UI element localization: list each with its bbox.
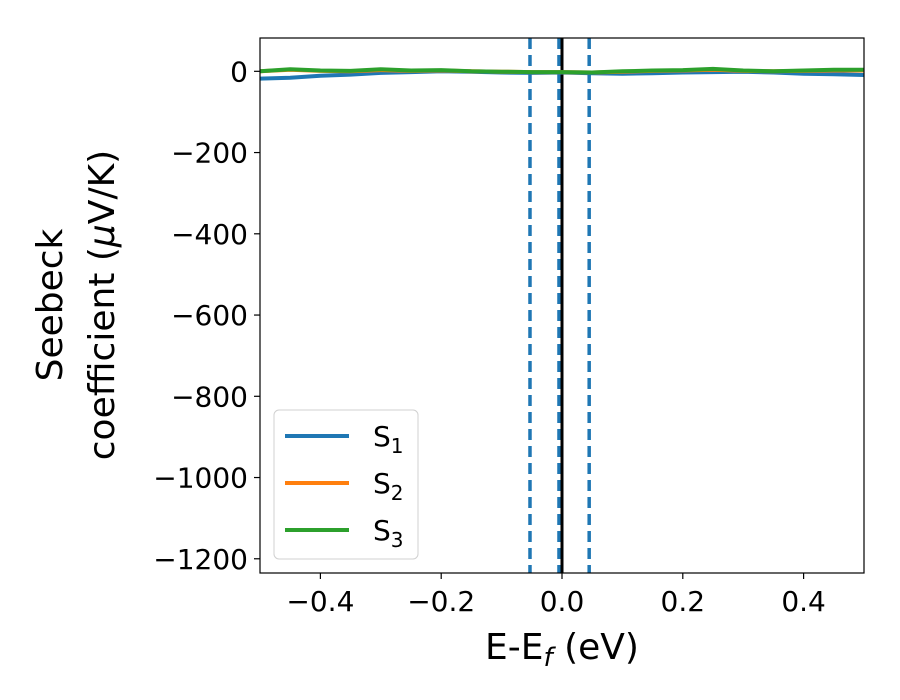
- y-tick-label: 0: [230, 55, 248, 88]
- y-axis-label-line2: coefficient (μV/K): [82, 150, 123, 460]
- y-axis-label-line1: Seebeck: [30, 228, 71, 381]
- vertical-lines: [528, 38, 591, 573]
- x-axis-ticks: −0.4 −0.2 0.0 0.2 0.4: [286, 573, 826, 618]
- x-axis-label: E-Ef (eV): [485, 627, 639, 673]
- y-axis-label-unit: V/K): [82, 150, 123, 224]
- legend-label-s1: S1: [373, 420, 404, 458]
- y-axis-label-mu: μ: [82, 224, 123, 248]
- y-tick-label: −400: [171, 218, 248, 251]
- x-tick-label: 0.4: [781, 585, 826, 618]
- y-tick-label: −600: [171, 299, 248, 332]
- series-line-s3: [259, 66, 864, 75]
- x-axis-label-unit: (eV): [553, 627, 639, 668]
- legend: S1 S2 S3: [273, 409, 419, 560]
- legend-label-s3: S3: [373, 514, 404, 552]
- y-tick-label: −800: [171, 380, 248, 413]
- y-tick-label: −1200: [153, 543, 248, 576]
- y-axis-ticks: 0 −200 −400 −600 −800 −1000 −1200: [153, 55, 260, 576]
- y-tick-label: −1000: [153, 462, 248, 495]
- x-tick-label: −0.4: [286, 585, 354, 618]
- legend-label-s2: S2: [373, 467, 404, 505]
- series-lines: [259, 66, 865, 81]
- x-tick-label: 0.0: [540, 585, 585, 618]
- y-tick-label: −200: [171, 137, 248, 170]
- x-tick-label: 0.2: [661, 585, 706, 618]
- x-tick-label: −0.2: [407, 585, 475, 618]
